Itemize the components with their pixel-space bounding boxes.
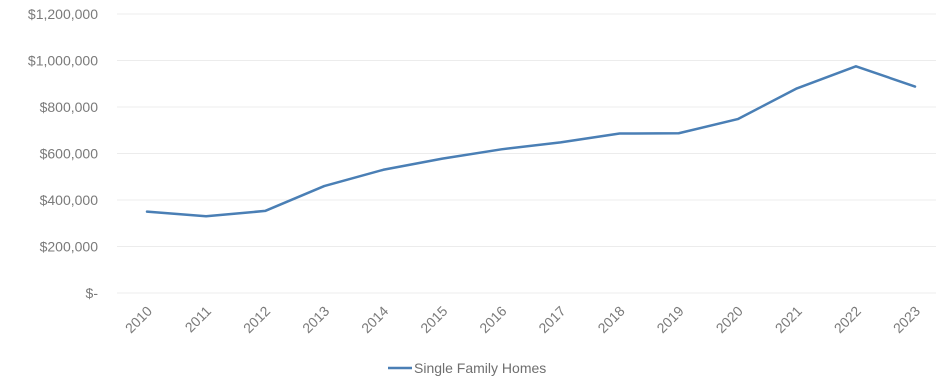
x-tick-label-2023: 2023 [890,303,923,336]
legend: Single Family Homes [388,360,546,376]
x-tick-label-2013: 2013 [299,303,332,336]
series-line-single-family-homes [145,65,917,218]
y-axis: $- $200,000 $400,000 $600,000 $800,000 $1,000… [28,6,98,301]
x-tick-label-2018: 2018 [594,303,627,336]
y-tick-label-0: $- [86,285,99,301]
y-tick-label-5: $1,000,000 [28,53,98,69]
x-tick-label-2017: 2017 [535,303,568,336]
x-axis: 2010 2011 2012 2013 2014 2015 2016 2017 2018 2019… [122,303,923,336]
y-tick-label-2: $400,000 [40,192,99,208]
y-tick-label-1: $200,000 [40,239,99,255]
x-tick-label-2011: 2011 [182,303,215,336]
x-tick-label-2022: 2022 [831,303,864,336]
x-tick-label-2010: 2010 [122,303,155,336]
x-tick-label-2021: 2021 [772,303,805,336]
x-tick-label-2012: 2012 [240,303,273,336]
grid-layer [117,13,936,294]
x-tick-label-2014: 2014 [358,303,391,336]
x-tick-label-2015: 2015 [417,303,450,336]
legend-label-single-family-homes: Single Family Homes [414,360,546,376]
x-tick-label-2016: 2016 [476,303,509,336]
x-tick-label-2020: 2020 [713,303,746,336]
y-tick-label-6: $1,200,000 [28,6,98,22]
y-tick-label-3: $600,000 [40,146,99,162]
series-layer [145,65,917,218]
y-tick-label-4: $800,000 [40,99,99,115]
x-tick-label-2019: 2019 [653,303,686,336]
